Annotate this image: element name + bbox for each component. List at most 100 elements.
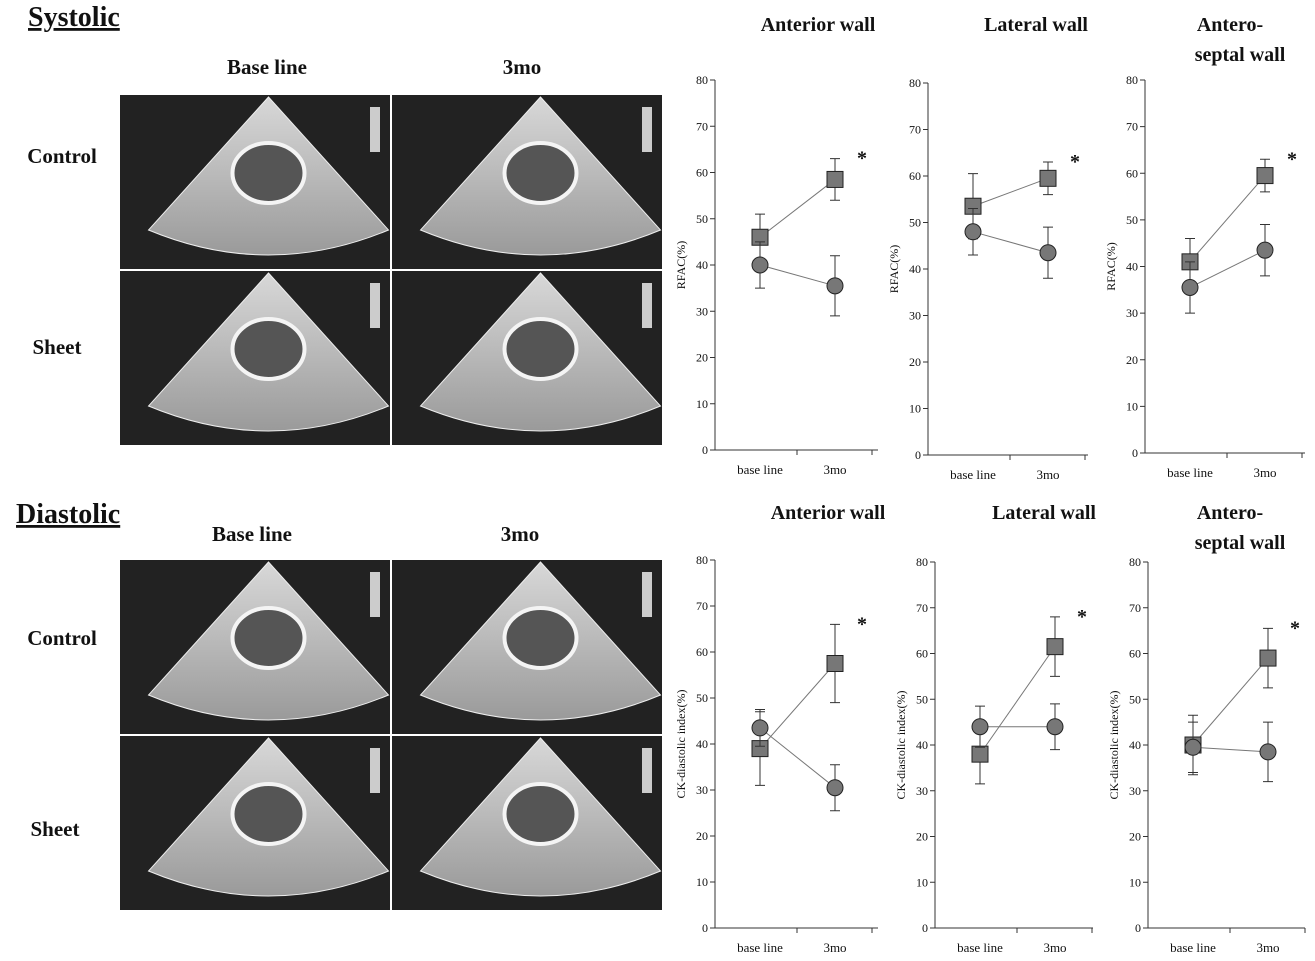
chart-title: Anterior wall [761, 14, 876, 36]
significance-mark: * [1070, 151, 1080, 173]
echo-scale [370, 107, 380, 152]
y-tick-label: 40 [696, 737, 708, 751]
echo-scale [370, 572, 380, 617]
chart-title: septal wall [1195, 532, 1286, 554]
y-tick-label: 40 [696, 258, 708, 272]
echo-scale [642, 748, 652, 793]
y-tick-label: 60 [1126, 166, 1138, 180]
y-tick-label: 70 [696, 119, 708, 133]
figure: SystolicBase line3moControlSheetDiastoli… [0, 0, 1315, 961]
circle-marker [1040, 245, 1056, 261]
y-tick-label: 80 [1126, 73, 1138, 87]
y-tick-label: 30 [1126, 306, 1138, 320]
chart-title: septal wall [1195, 44, 1286, 66]
echo-ventricle [505, 784, 577, 844]
significance-mark: * [1077, 606, 1087, 628]
y-tick-label: 50 [1129, 692, 1141, 706]
y-tick-label: 70 [916, 601, 928, 615]
x-tick-label: base line [737, 462, 783, 477]
x-tick-label: base line [957, 940, 1003, 955]
y-tick-label: 10 [1126, 399, 1138, 413]
circle-marker [972, 719, 988, 735]
series-line [980, 647, 1055, 755]
square-marker [1047, 639, 1063, 655]
chart-title: Anterior wall [771, 502, 886, 524]
y-tick-label: 0 [922, 921, 928, 935]
square-marker [1260, 650, 1276, 666]
echo-scale [642, 283, 652, 328]
circle-marker [1185, 739, 1201, 755]
y-tick-label: 40 [1129, 738, 1141, 752]
x-tick-label: 3mo [1253, 465, 1276, 480]
echo-ventricle [505, 319, 577, 379]
series-line [1193, 658, 1268, 745]
y-tick-label: 50 [696, 691, 708, 705]
x-tick-label: base line [1170, 940, 1216, 955]
y-tick-label: 70 [696, 599, 708, 613]
y-tick-label: 60 [1129, 647, 1141, 661]
y-tick-label: 60 [916, 647, 928, 661]
y-tick-label: 80 [1129, 555, 1141, 569]
echo-ventricle [233, 319, 305, 379]
y-tick-label: 20 [909, 355, 921, 369]
y-tick-label: 70 [1126, 120, 1138, 134]
y-tick-label: 30 [696, 304, 708, 318]
chart-title: Lateral wall [984, 14, 1088, 36]
y-axis-label: CK-diastolic index(%) [674, 690, 688, 799]
x-tick-label: 3mo [1256, 940, 1279, 955]
series-line [1190, 250, 1265, 287]
circle-marker [752, 720, 768, 736]
y-axis-label: RFAC(%) [887, 245, 901, 293]
x-tick-label: 3mo [823, 940, 846, 955]
chart-title: Antero- [1197, 14, 1263, 36]
column-label: Base line [212, 522, 292, 546]
series-line [1190, 176, 1265, 262]
y-tick-label: 0 [702, 443, 708, 457]
y-axis-label: CK-diastolic index(%) [1107, 691, 1121, 800]
y-tick-label: 0 [915, 448, 921, 462]
row-label: Sheet [31, 817, 80, 841]
square-marker [827, 656, 843, 672]
circle-marker [1257, 242, 1273, 258]
y-axis-label: RFAC(%) [674, 241, 688, 289]
y-tick-label: 80 [696, 73, 708, 87]
column-label: 3mo [503, 55, 542, 79]
x-tick-label: base line [950, 467, 996, 482]
y-tick-label: 20 [696, 829, 708, 843]
echo-scale [642, 107, 652, 152]
y-tick-label: 30 [909, 309, 921, 323]
echo-scale [370, 748, 380, 793]
circle-marker [752, 257, 768, 273]
echo-scale [370, 283, 380, 328]
y-tick-label: 40 [909, 262, 921, 276]
row-label: Control [27, 626, 97, 650]
y-tick-label: 80 [909, 76, 921, 90]
y-tick-label: 60 [696, 166, 708, 180]
y-tick-label: 30 [916, 784, 928, 798]
square-marker [972, 746, 988, 762]
y-tick-label: 10 [1129, 875, 1141, 889]
significance-mark: * [1287, 148, 1297, 170]
y-tick-label: 40 [1126, 260, 1138, 274]
x-tick-label: 3mo [1043, 940, 1066, 955]
y-tick-label: 30 [696, 783, 708, 797]
row-label: Control [27, 144, 97, 168]
y-tick-label: 50 [916, 692, 928, 706]
y-tick-label: 0 [702, 921, 708, 935]
y-tick-label: 50 [1126, 213, 1138, 227]
series-line [1193, 747, 1268, 752]
x-tick-label: base line [737, 940, 783, 955]
echo-ventricle [505, 608, 577, 668]
series-line [973, 178, 1048, 206]
circle-marker [1182, 279, 1198, 295]
circle-marker [1260, 744, 1276, 760]
y-tick-label: 20 [916, 830, 928, 844]
series-line [973, 232, 1048, 253]
y-tick-label: 70 [909, 123, 921, 137]
series-line [760, 179, 835, 237]
x-tick-label: base line [1167, 465, 1213, 480]
y-tick-label: 20 [1126, 353, 1138, 367]
y-tick-label: 80 [696, 553, 708, 567]
row-label: Sheet [33, 335, 82, 359]
significance-mark: * [857, 148, 867, 170]
